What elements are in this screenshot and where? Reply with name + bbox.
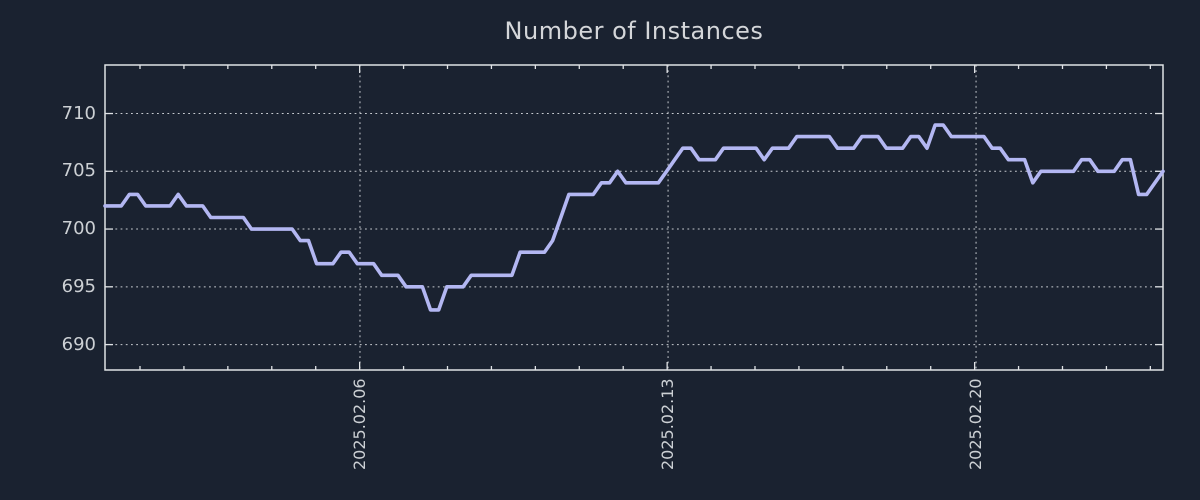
y-tick-label-710: 710	[61, 102, 96, 124]
plot-border	[104, 64, 1164, 371]
series-line-instances	[103, 123, 1165, 312]
y-tick-label-690: 690	[61, 333, 96, 355]
x-tick-label-2025-02-13: 2025.02.13	[658, 378, 678, 470]
x-tick-label-2025-02-20: 2025.02.20	[966, 378, 986, 470]
y-tick-label-705: 705	[61, 160, 96, 182]
y-tick-label-695: 695	[61, 275, 96, 297]
x-tick-label-2025-02-06: 2025.02.06	[349, 378, 369, 470]
chart-title: Number of Instances	[504, 17, 764, 45]
y-tick-label-700: 700	[61, 218, 96, 240]
grid-lines	[105, 65, 1163, 370]
